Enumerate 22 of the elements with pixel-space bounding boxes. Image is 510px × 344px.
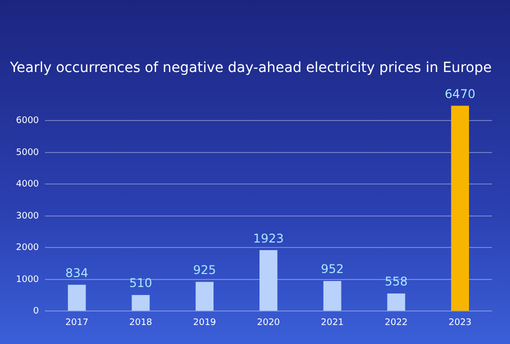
y-tick-label: 4000	[16, 180, 40, 190]
y-tick-label: 3000	[16, 211, 40, 222]
data-label: 6470	[444, 86, 476, 101]
data-label: 925	[193, 262, 216, 277]
data-label: 558	[384, 274, 408, 289]
x-tick-label: 2021	[320, 318, 344, 328]
y-tick-label: 2000	[16, 243, 40, 254]
x-tick-label: 2023	[448, 318, 472, 328]
data-label: 952	[320, 262, 344, 276]
chart-title: Yearly occurrences of negative day-ahead electricity prices in Europe	[9, 60, 492, 76]
x-tick-label: 2020	[257, 318, 280, 328]
y-tick-label: 0	[33, 306, 40, 317]
y-tick-label: 6000	[16, 116, 40, 126]
y-tick-label: 5000	[16, 148, 40, 158]
x-tick-label: 2017	[65, 318, 88, 328]
data-label: 510	[129, 276, 152, 290]
x-tick-label: 2018	[129, 318, 152, 328]
y-tick-label: 1000	[16, 274, 40, 285]
data-label: 1923	[253, 231, 284, 246]
x-tick-label: 2022	[384, 318, 408, 328]
x-tick-label: 2019	[193, 318, 216, 328]
data-label: 834	[65, 266, 88, 280]
